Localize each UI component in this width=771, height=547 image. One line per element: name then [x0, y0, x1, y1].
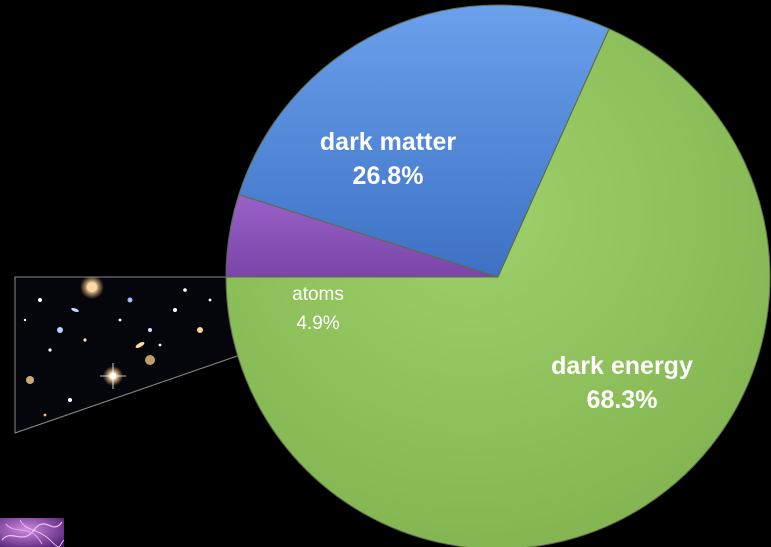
slice-label-dark-energy: dark energy [551, 352, 693, 380]
slice-value-atoms: 4.9% [296, 313, 339, 334]
slice-label-atoms: atoms [292, 284, 344, 305]
slice-label-dark-matter: dark matter [320, 128, 456, 156]
slice-value-dark-matter: 26.8% [353, 162, 424, 190]
slice-dark-energy [225, 28, 771, 547]
slice-dark-matter [238, 4, 610, 278]
pie-slices [225, 4, 771, 547]
slice-value-dark-energy: 68.3% [587, 386, 658, 414]
deep-field-galaxies-image [14, 276, 241, 434]
pie-slice-labels: atoms 4.9% dark matter 26.8% dark energy… [292, 128, 693, 414]
cosmic-web-image [0, 518, 65, 547]
